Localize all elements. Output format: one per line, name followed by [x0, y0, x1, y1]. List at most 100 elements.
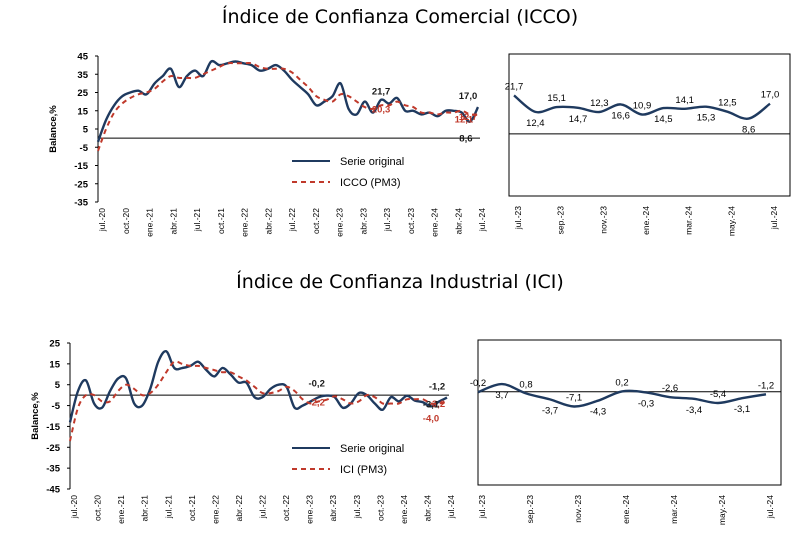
- icco-main-y-tick-label: 45: [77, 52, 88, 63]
- icco-title: Índice de Confianza Comercial (ICCO): [221, 6, 579, 28]
- icco-main-original-line: [96, 59, 480, 143]
- ici-main-y-tick-label: -45: [46, 485, 60, 496]
- ici-zoom-x-tick-label: ene.-24: [621, 495, 631, 524]
- icco-zoom-data-label: 21,7: [505, 81, 524, 92]
- ici-main-data-label: -0,2: [308, 379, 324, 390]
- ici-main-x-tick-label: ene.-22: [210, 495, 220, 524]
- ici-main-x-tick-label: oct.-22: [281, 495, 291, 521]
- ici-zoom-data-label: -0,3: [638, 398, 654, 409]
- icco-main-x-tick-label: abr.-21: [168, 208, 178, 235]
- icco-zoom-data-label: 14,5: [654, 114, 673, 125]
- ici-zoom-data-label: 0,8: [519, 379, 532, 390]
- icco-zoom-x-tick-label: nov.-23: [598, 206, 608, 234]
- ici-zoom-x-tick-label: may.-24: [717, 495, 727, 525]
- icco-main-y-tick-label: -35: [74, 198, 88, 209]
- icco-main-y-axis-title: Balance,%: [48, 105, 59, 153]
- icco-main-x-tick-label: abr.-24: [453, 208, 463, 235]
- icco-main-y-tick-label: -15: [74, 161, 88, 172]
- icco-main-y-tick-label: 25: [77, 88, 88, 99]
- icco-zoom-x-tick-label: mar.-24: [684, 206, 694, 235]
- ici-main-y-tick-label: 15: [49, 359, 60, 370]
- icco-main-x-tick-label: oct.-20: [121, 208, 131, 234]
- ici-main-x-tick-label: jul.-22: [258, 495, 268, 519]
- ici-main-x-tick-label: abr.-21: [140, 495, 150, 522]
- icco-main-x-tick-label: oct.-23: [406, 208, 416, 234]
- ici-zoom-x-tick-label: jul.-24: [765, 495, 775, 519]
- icco-zoom-x-tick-label: sep.-23: [556, 206, 566, 235]
- ici-main-y-tick-label: -5: [52, 401, 61, 412]
- icco-zoom-data-label: 15,3: [697, 113, 716, 124]
- icco-main-data-label: 8,6: [459, 134, 472, 145]
- ici-main-y-tick-label: 25: [49, 339, 60, 350]
- icco-zoom-data-label: 8,6: [742, 125, 755, 136]
- ici-main-y-tick-label: -35: [46, 464, 60, 475]
- icco-main-x-tick-label: jul.-22: [287, 208, 297, 232]
- icco-main-x-tick-label: ene.-22: [240, 208, 250, 237]
- icco-zoom-data-label: 12,4: [526, 118, 545, 129]
- icco-main-data-label: 12,7: [459, 112, 478, 123]
- ici-main-x-tick-label: jul.-20: [69, 495, 79, 519]
- icco-main-y-tick-label: 5: [83, 125, 89, 136]
- ici-main-y-axis-title: Balance,%: [30, 392, 41, 440]
- icco-main-y-tick-label: 15: [77, 106, 88, 117]
- ici-zoom-data-label: -0,2: [470, 378, 486, 389]
- icco-main-y-tick-label: -5: [80, 143, 89, 154]
- ici-main-x-tick-label: jul.-24: [446, 495, 456, 519]
- icco-main-x-tick-label: jul.-20: [97, 208, 107, 232]
- ici-zoom-frame: [477, 339, 782, 486]
- ici-main-x-tick-label: oct.-23: [375, 495, 385, 521]
- ici-zoom-data-label: -2,6: [662, 383, 678, 394]
- icco-zoom-data-label: 10,9: [633, 101, 652, 112]
- icco-main-x-tick-label: ene.-23: [335, 208, 345, 237]
- icco-main-x-tick-label: oct.-22: [311, 208, 321, 234]
- ici-main-x-tick-label: jul.-23: [352, 495, 362, 519]
- ici-main-pm3-line: [69, 360, 448, 442]
- icco-zoom-data-label: 15,1: [547, 93, 566, 104]
- ici-main-x-tick-label: jul.-21: [163, 495, 173, 519]
- icco-zoom-x-tick-label: jul.-23: [513, 206, 523, 230]
- icco-zoom-data-label: 17,0: [761, 90, 780, 101]
- ici-zoom-data-label: -4,3: [590, 407, 606, 418]
- ici-main-x-tick-label: abr.-23: [328, 495, 338, 522]
- icco-zoom-data-label: 14,7: [569, 114, 588, 125]
- ici-zoom-data-label: -3,1: [734, 404, 750, 415]
- ici-zoom-data-label: -5,4: [710, 389, 726, 400]
- icco-main-x-tick-label: abr.-23: [358, 208, 368, 235]
- ici-main-legend-label: Serie original: [340, 443, 404, 455]
- ici-main-data-label: -2,2: [308, 398, 324, 409]
- ici-main-x-tick-label: abr.-22: [234, 495, 244, 522]
- ici-main-x-tick-label: oct.-20: [93, 495, 103, 521]
- icco-zoom-data-label: 16,6: [611, 110, 630, 121]
- icco-zoom-original-line: [513, 94, 771, 120]
- ici-main-data-label: -1,2: [429, 382, 445, 393]
- ici-zoom-data-label: 3,7: [495, 390, 508, 401]
- icco-zoom-frame: [508, 53, 791, 197]
- icco-main-x-tick-label: abr.-22: [263, 208, 273, 235]
- ici-main-data-label: -4,0: [423, 413, 439, 424]
- ici-zoom-x-tick-label: sep.-23: [525, 495, 535, 524]
- icco-main-data-label: 17,0: [459, 91, 478, 102]
- ici-zoom-data-label: -1,2: [758, 380, 774, 391]
- icco-main-x-tick-label: ene.-21: [145, 208, 155, 237]
- icco-main-x-tick-label: jul.-24: [477, 208, 487, 232]
- ici-main-x-tick-label: ene.-21: [116, 495, 126, 524]
- icco-main-x-tick-label: jul.-21: [192, 208, 202, 232]
- icco-main-y-tick-label: -25: [74, 179, 88, 190]
- icco-zoom-data-label: 12,5: [718, 98, 737, 109]
- icco-zoom-x-tick-label: may.-24: [726, 206, 736, 236]
- ici-zoom-data-label: 0,2: [615, 377, 628, 388]
- ici-main-x-tick-label: ene.-24: [399, 495, 409, 524]
- icco-zoom-data-label: 14,1: [675, 95, 694, 106]
- icco-main-x-tick-label: jul.-23: [382, 208, 392, 232]
- icco-main-data-label: 20,3: [372, 104, 391, 115]
- icco-main-data-label: 12,1: [455, 114, 474, 125]
- icco-main-x-tick-label: oct.-21: [216, 208, 226, 234]
- icco-zoom-data-label: 12,3: [590, 98, 609, 109]
- ici-main-x-tick-label: abr.-24: [422, 495, 432, 522]
- ici-zoom-original-line: [477, 382, 767, 408]
- icco-main-legend-label: ICCO (PM3): [340, 177, 401, 189]
- ici-main-x-tick-label: ene.-23: [305, 495, 315, 524]
- icco-main-pm3-line: [97, 62, 479, 152]
- ici-main-y-tick-label: -15: [46, 422, 60, 433]
